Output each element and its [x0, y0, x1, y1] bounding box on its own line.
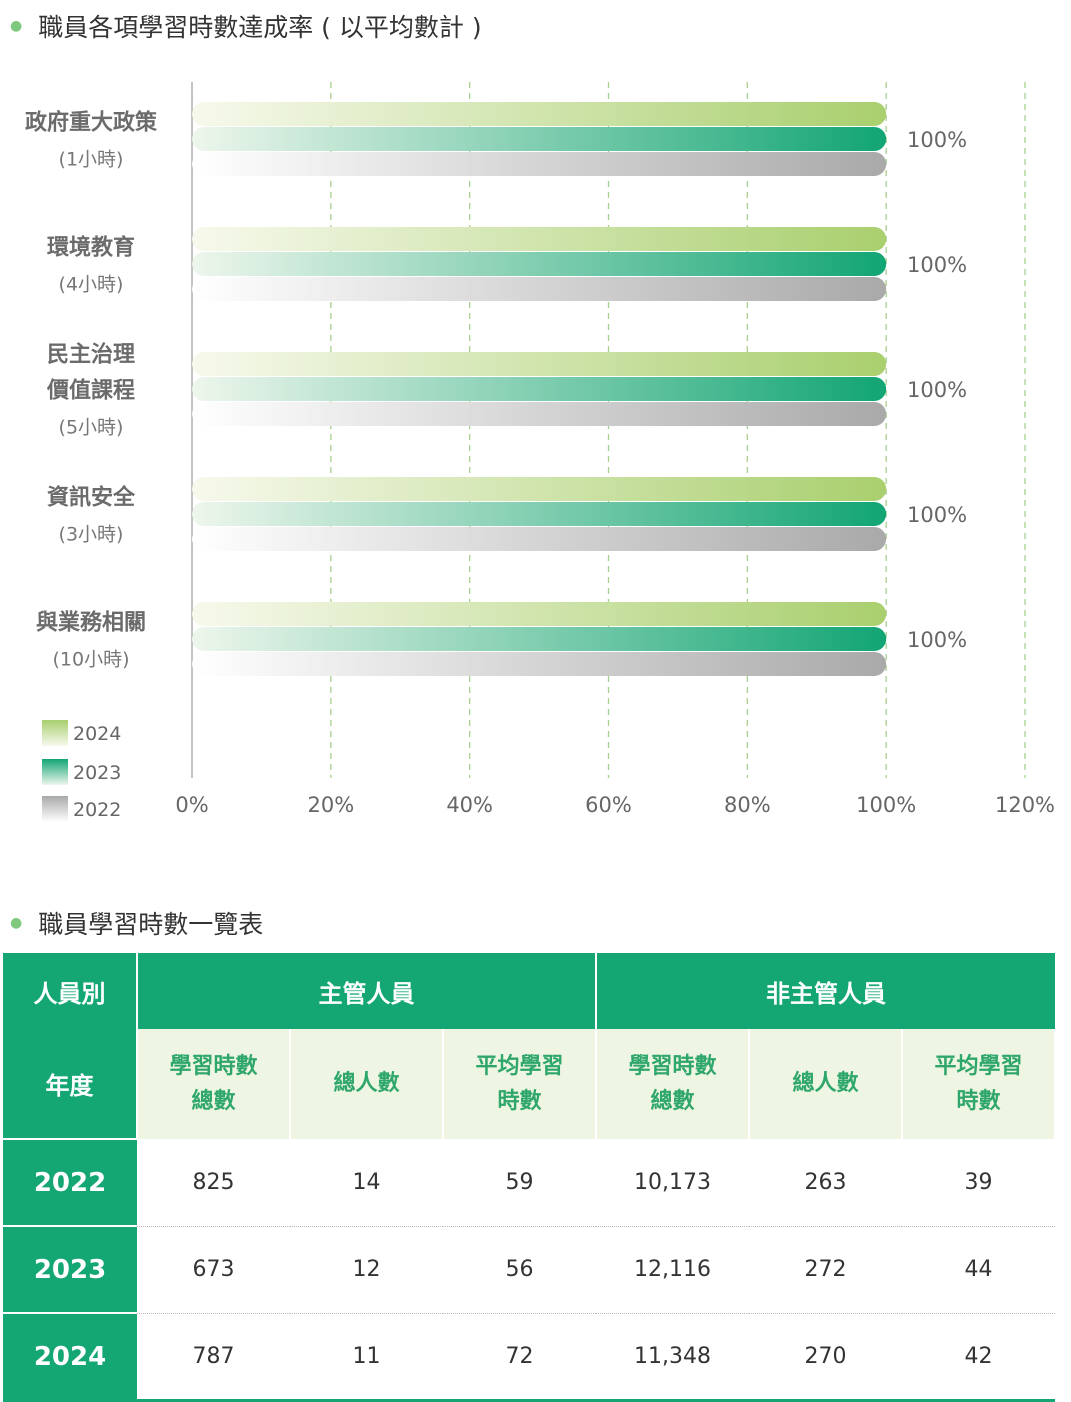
legend-swatch-2022 [42, 796, 68, 822]
x-tick-label: 120% [995, 793, 1055, 817]
bar-2022 [192, 402, 887, 426]
x-tick-label: 20% [307, 793, 354, 817]
header-year: 年度 [3, 1029, 138, 1139]
bar-chart: 0% 20% 40% 60% 80% 100% 120% 100% 政府重大政策 (1小時) 100… [25, 82, 1055, 822]
legend-swatch-2024 [42, 720, 68, 746]
table-cell: 39 [964, 1169, 993, 1195]
category-label: 政府重大政策 [25, 110, 158, 136]
value-label: 100% [907, 378, 967, 402]
table-cell: 56 [443, 1225, 597, 1313]
bar-2024 [192, 477, 887, 501]
header-personnel-type: 人員別 [3, 953, 138, 1029]
table-cell: 825 [192, 1169, 235, 1195]
bar-2023 [192, 252, 887, 276]
bullet-icon: ● [10, 18, 23, 34]
bar-2024 [192, 352, 887, 376]
x-tick-label: 40% [446, 793, 493, 817]
legend-label: 2022 [73, 799, 121, 821]
bar-2024 [192, 102, 887, 126]
subheader-0: 學習時數 總數 [137, 1029, 291, 1139]
table-row: 2022 825 14 59 10,173 263 39 [3, 1138, 1055, 1226]
category-label: 民主治理 [47, 342, 135, 368]
bar-2023 [192, 502, 887, 526]
x-tick-label: 80% [724, 793, 771, 817]
table-cell: 14 [352, 1169, 381, 1195]
bar-2023 [192, 127, 887, 151]
table-cell: 270 [749, 1312, 903, 1402]
table-section-title: ● 職員學習時數一覽表 [10, 905, 263, 941]
row-year: 2023 [3, 1225, 137, 1313]
row-year: 2022 [3, 1138, 137, 1226]
category-sublabel: (4小時) [59, 274, 124, 296]
legend-swatch-2023 [42, 759, 68, 785]
table-cell: 787 [137, 1312, 290, 1402]
bar-2023 [192, 627, 887, 651]
chart-section-title: ● 職員各項學習時數達成率 ( 以平均數計 ) [10, 8, 482, 44]
table-cell: 10,173 [634, 1169, 711, 1195]
bar-2023 [192, 377, 887, 401]
category-sublabel: (10小時) [52, 649, 129, 671]
subheader-5: 平均學習 時數 [902, 1029, 1057, 1139]
value-label: 100% [907, 503, 967, 527]
table-cell: 72 [443, 1312, 597, 1402]
subheader-3: 學習時數 總數 [596, 1029, 751, 1139]
table-cell: 59 [505, 1169, 534, 1195]
category-label: 資訊安全 [47, 485, 136, 511]
table-cell: 263 [804, 1169, 847, 1195]
bar-2022 [192, 277, 887, 301]
table-cell: 11,348 [596, 1312, 750, 1402]
x-tick-label: 100% [856, 793, 916, 817]
table-cell: 12,116 [596, 1225, 750, 1313]
subheader-4: 總人數 [749, 1029, 904, 1139]
category-sublabel: (1小時) [59, 149, 124, 171]
bar-2022 [192, 152, 887, 176]
table-cell: 272 [749, 1225, 903, 1313]
table-row: 2023 673 12 56 12,116 272 44 [3, 1225, 1056, 1313]
bullet-icon: ● [10, 915, 23, 931]
learning-hours-table: 人員別 主管人員 非主管人員 年度 學習時數 總數 總人數 平均學習 時數 學習時數 總數總… [3, 953, 1057, 1402]
table-cell: 11 [290, 1312, 443, 1402]
x-tick-label: 60% [585, 793, 632, 817]
x-tick-label: 0% [175, 793, 208, 817]
table-cell: 42 [902, 1312, 1056, 1402]
value-label: 100% [907, 253, 967, 277]
value-label: 100% [907, 628, 967, 652]
bar-2022 [192, 527, 887, 551]
category-label: 價值課程 [46, 378, 135, 404]
table-cell: 44 [902, 1225, 1056, 1313]
subheader-1: 總人數 [290, 1029, 444, 1139]
category-sublabel: (5小時) [59, 417, 124, 439]
bar-2022 [192, 652, 887, 676]
category-label: 與業務相關 [36, 610, 146, 636]
table-body: 2022 825 14 59 10,173 263 39 2023 673 12 56 12,116 2… [3, 1138, 1056, 1402]
table-cell: 673 [137, 1225, 290, 1313]
chart-section-title-text: 職員各項學習時數達成率 ( 以平均數計 ) [38, 13, 482, 42]
bar-2024 [192, 602, 887, 626]
subheader-2: 平均學習 時數 [443, 1029, 598, 1139]
legend-label: 2023 [73, 762, 121, 784]
category-label: 環境教育 [47, 235, 135, 261]
header-supervisors: 主管人員 [137, 953, 598, 1029]
value-label: 100% [907, 128, 967, 152]
bar-2024 [192, 227, 887, 251]
table-section-title-text: 職員學習時數一覽表 [38, 910, 264, 939]
legend-label: 2024 [73, 723, 121, 745]
table-cell: 12 [290, 1225, 443, 1313]
category-sublabel: (3小時) [59, 524, 124, 546]
row-year: 2024 [3, 1312, 137, 1402]
table-row: 2024 787 11 72 11,348 270 42 [3, 1312, 1056, 1402]
header-non-supervisors: 非主管人員 [596, 953, 1056, 1029]
